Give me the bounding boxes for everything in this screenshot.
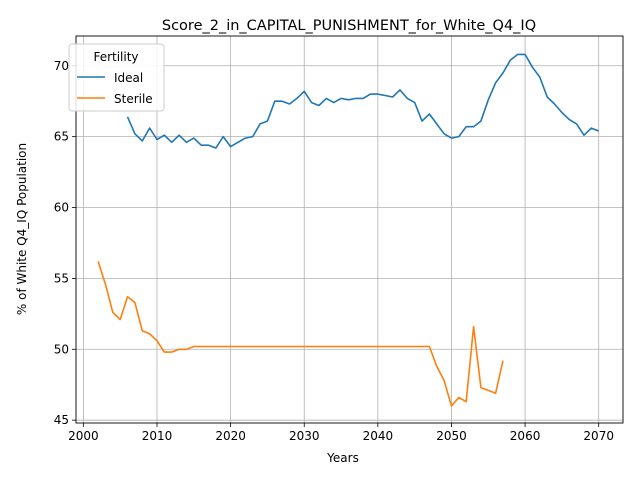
x-tick-label: 2010 — [142, 429, 173, 443]
series-line-ideal — [126, 53, 599, 149]
x-tick-label: 2000 — [68, 429, 99, 443]
legend-box — [68, 43, 165, 112]
chart-title: Score_2_in_CAPITAL_PUNISHMENT_for_White_… — [162, 18, 536, 34]
y-tick-label: 70 — [54, 59, 69, 73]
axis-ticks: 2000 2010 2020 2030 2040 2050 2060 2070 45 50 55 60… — [54, 59, 614, 443]
legend: Fertility Ideal Sterile — [68, 43, 165, 112]
x-axis-label: Years — [326, 451, 359, 465]
y-tick-label: 50 — [54, 342, 69, 356]
y-tick-label: 60 — [54, 201, 69, 215]
plot-frame — [75, 35, 624, 424]
x-tick-label: 2050 — [436, 429, 467, 443]
x-tick-label: 2030 — [289, 429, 320, 443]
x-tick-label: 2060 — [510, 429, 541, 443]
series-lines — [97, 53, 599, 407]
legend-title: Fertility — [93, 50, 138, 64]
y-tick-label: 45 — [54, 413, 69, 427]
x-tick-label: 2070 — [583, 429, 614, 443]
legend-label-sterile: Sterile — [114, 92, 153, 106]
y-axis-label: % of White Q4_IQ Population — [15, 143, 29, 315]
x-tick-label: 2020 — [215, 429, 246, 443]
y-tick-label: 55 — [54, 271, 69, 285]
legend-label-ideal: Ideal — [114, 71, 143, 85]
series-line-sterile — [97, 261, 504, 407]
y-tick-label: 65 — [54, 130, 69, 144]
x-tick-label: 2040 — [363, 429, 394, 443]
